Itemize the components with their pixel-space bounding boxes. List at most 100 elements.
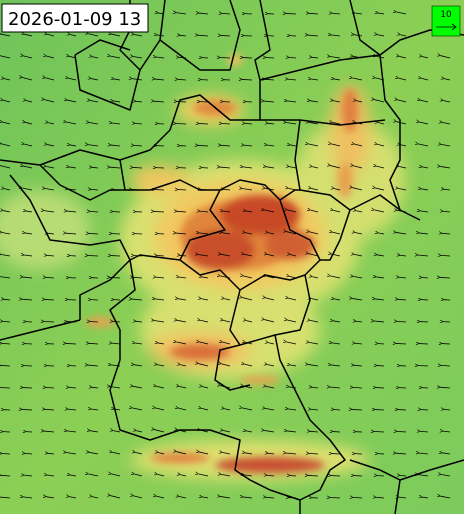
wind-vector (243, 386, 253, 389)
wind-vector (90, 211, 99, 212)
wind-vector (68, 409, 77, 410)
wind-vector (201, 299, 209, 301)
wind-vector (331, 365, 341, 366)
wind-vector (1, 365, 11, 366)
wind-vector (46, 497, 55, 499)
wind-vector (111, 474, 121, 477)
wind-vector (290, 145, 297, 147)
wind-vector (70, 475, 77, 477)
wind-vector (135, 123, 143, 124)
wind-vector (220, 496, 231, 499)
wind-vector (244, 364, 253, 367)
wind-vector (202, 277, 209, 279)
wind-vector (69, 167, 77, 169)
wind-vector (352, 78, 363, 81)
wind-vector (199, 233, 209, 235)
wind-vector (178, 79, 187, 80)
wind-vector (441, 255, 451, 256)
wind-vector (156, 277, 165, 278)
wind-vector (88, 255, 99, 256)
wind-vector (154, 101, 165, 102)
wind-vector (0, 497, 11, 498)
wind-vector (267, 475, 275, 476)
wind-vector (66, 122, 77, 125)
wind-vector (421, 189, 429, 191)
wind-vector (88, 474, 99, 477)
wind-vector (70, 145, 77, 147)
wind-vector (111, 34, 121, 37)
wind-vector (399, 56, 407, 59)
wind-vector (308, 364, 319, 367)
wind-vector (441, 144, 451, 147)
wind-vector (332, 122, 341, 125)
wind-vector (223, 430, 231, 433)
wind-legend-arrowhead (451, 23, 457, 31)
wind-vector (331, 254, 341, 257)
wind-vector (288, 409, 297, 411)
wind-vector (199, 13, 209, 14)
wind-vector (201, 189, 209, 190)
wind-vector (330, 166, 341, 169)
wind-vector (114, 79, 121, 81)
wind-vector (244, 145, 253, 146)
wind-vector (243, 167, 253, 169)
wind-vector (398, 78, 407, 81)
wind-vector (397, 100, 407, 103)
wind-vector (331, 35, 341, 37)
wind-vector (264, 430, 275, 433)
wind-vector (223, 211, 231, 212)
wind-vector (89, 233, 99, 234)
wind-vector (333, 210, 341, 213)
wind-vector (374, 431, 385, 432)
wind-vector (154, 320, 165, 323)
wind-vector (112, 123, 121, 124)
wind-vector (268, 233, 275, 235)
wind-vector (4, 189, 11, 191)
wind-vector (267, 364, 275, 367)
wind-vector (289, 57, 297, 58)
wind-vector (352, 188, 363, 191)
wind-vector (4, 299, 11, 300)
wind-vector (400, 255, 407, 256)
wind-vector (333, 101, 341, 103)
wind-vector (69, 56, 77, 59)
wind-vector (310, 101, 319, 103)
wind-vector (332, 343, 341, 345)
wind-vector (25, 122, 33, 125)
wind-vector (289, 387, 297, 389)
wind-vector (418, 365, 429, 366)
wind-vector (312, 167, 319, 169)
wind-vector (267, 254, 275, 257)
wind-vector (110, 386, 121, 389)
wind-vector (180, 365, 187, 367)
wind-vector (330, 497, 341, 498)
wind-vector (69, 497, 77, 499)
wind-vector (66, 343, 77, 344)
wind-vector (398, 188, 407, 191)
wind-vector (133, 57, 143, 59)
wind-vector (265, 79, 275, 80)
wind-vector (396, 122, 407, 125)
wind-vector (221, 364, 231, 367)
wind-vector (180, 475, 187, 477)
wind-vector (286, 232, 297, 235)
wind-vector (26, 101, 33, 103)
wind-vector (69, 387, 77, 388)
wind-vector (353, 276, 363, 279)
wind-vector (242, 408, 253, 411)
wind-vector (311, 188, 319, 191)
wind-vector (200, 430, 209, 433)
wind-vector (266, 167, 275, 169)
wind-vector (354, 365, 363, 366)
wind-vector (0, 56, 11, 59)
wind-vector (287, 320, 297, 323)
wind-vector (267, 145, 275, 146)
wind-vector (376, 56, 385, 59)
wind-vector (311, 409, 319, 410)
wind-vector (25, 453, 33, 454)
wind-vector (289, 276, 297, 279)
wind-vector (136, 101, 143, 102)
wind-vector (312, 277, 319, 279)
wind-vector (3, 321, 11, 322)
